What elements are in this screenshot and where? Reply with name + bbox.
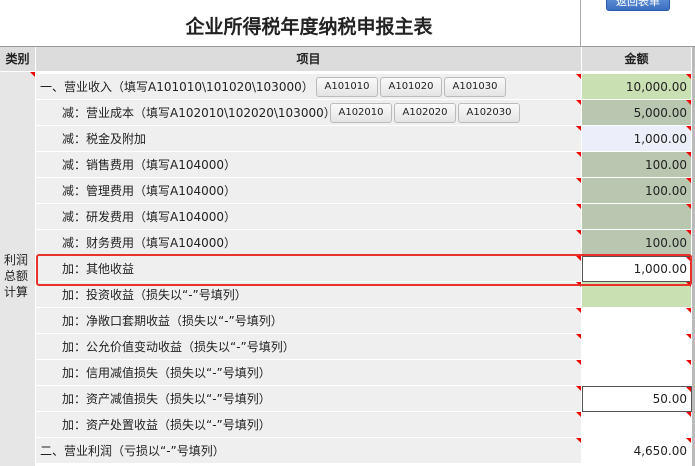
item-text: 加：投资收益（损失以“-”号填列） <box>62 288 247 302</box>
amount-cell <box>582 126 692 152</box>
item-text: 加：资产处置收益（损失以“-”号填列） <box>62 418 271 432</box>
tab-button[interactable]: A102010 <box>330 103 392 123</box>
item-cell <box>36 256 582 282</box>
amount-text: 100.00 <box>645 158 687 172</box>
header-category: 类别 <box>0 47 36 72</box>
item-text: 加：净敞口套期收益（损失以“-”号填列） <box>62 314 283 328</box>
amount-text: 4,650.00 <box>633 444 687 458</box>
amount-cell <box>582 386 692 412</box>
item-cell <box>36 126 582 152</box>
item-cell <box>36 386 582 412</box>
tab-button[interactable]: A102030 <box>458 103 520 123</box>
tab-button[interactable]: A102020 <box>394 103 456 123</box>
amount-text: 10,000.00 <box>625 80 687 94</box>
amount-cell <box>582 152 692 178</box>
item-text: 减：管理费用（填写A104000） <box>62 184 237 198</box>
item-text: 减：营业成本（填写A102010\102020\103000） <box>62 106 336 120</box>
item-cell <box>36 178 582 204</box>
item-text: 加：其他收益 <box>62 262 135 276</box>
header-amount: 金额 <box>582 47 692 72</box>
divider <box>580 0 581 47</box>
item-cell <box>36 438 582 464</box>
title: 企业所得税年度纳税申报主表 <box>185 16 433 38</box>
item-cell <box>36 230 582 256</box>
amount-cell <box>582 74 692 100</box>
item-text: 加：资产减值损失（损失以“-”号填列） <box>62 392 271 406</box>
category-cell <box>0 72 36 466</box>
back-button[interactable]: 返回表单 <box>606 0 670 11</box>
amount-cell <box>582 360 692 386</box>
amount-cell <box>582 204 692 230</box>
item-text: 二、营业利润（亏损以“-”号填列） <box>40 444 225 458</box>
item-text: 减：销售费用（填写A104000） <box>62 158 237 172</box>
item-cell <box>36 334 582 360</box>
amount-cell <box>582 438 692 464</box>
amount-text: 100.00 <box>645 184 687 198</box>
tab-button[interactable]: A101020 <box>380 77 442 97</box>
item-text: 加：公允价值变动收益（损失以“-”号填列） <box>62 340 295 354</box>
item-text: 加：信用减值损失（损失以“-”号填列） <box>62 366 271 380</box>
item-cell <box>36 360 582 386</box>
amount-cell <box>582 308 692 334</box>
item-cell <box>36 204 582 230</box>
amount-text: 50.00 <box>652 392 687 406</box>
amount-cell <box>582 256 692 282</box>
highlight-box <box>36 254 692 286</box>
category-label: 利润总额计算 <box>3 253 28 299</box>
title-row <box>0 0 695 47</box>
edge <box>692 47 695 466</box>
item-cell <box>36 412 582 438</box>
item-cell <box>36 152 582 178</box>
amount-cell <box>582 178 692 204</box>
amount-text: 100.00 <box>645 236 687 250</box>
amount-cell <box>582 412 692 438</box>
item-cell <box>36 308 582 334</box>
item-text: 减：财务费用（填写A104000） <box>62 236 237 250</box>
item-text: 减：研发费用（填写A104000） <box>62 210 237 224</box>
item-cell <box>36 282 582 308</box>
amount-text: 5,000.00 <box>633 106 687 120</box>
amount-cell <box>582 100 692 126</box>
tab-button[interactable]: A101030 <box>444 77 506 97</box>
tab-button[interactable]: A101010 <box>316 77 378 97</box>
amount-cell <box>582 334 692 360</box>
header-item: 项目 <box>36 47 582 72</box>
item-text: 减：税金及附加 <box>62 132 147 146</box>
amount-text: 1,000.00 <box>633 132 687 146</box>
amount-text: 1,000.00 <box>633 262 687 276</box>
amount-cell <box>582 282 692 308</box>
item-text: 一、营业收入（填写A101010\101020\103000） <box>40 80 314 94</box>
